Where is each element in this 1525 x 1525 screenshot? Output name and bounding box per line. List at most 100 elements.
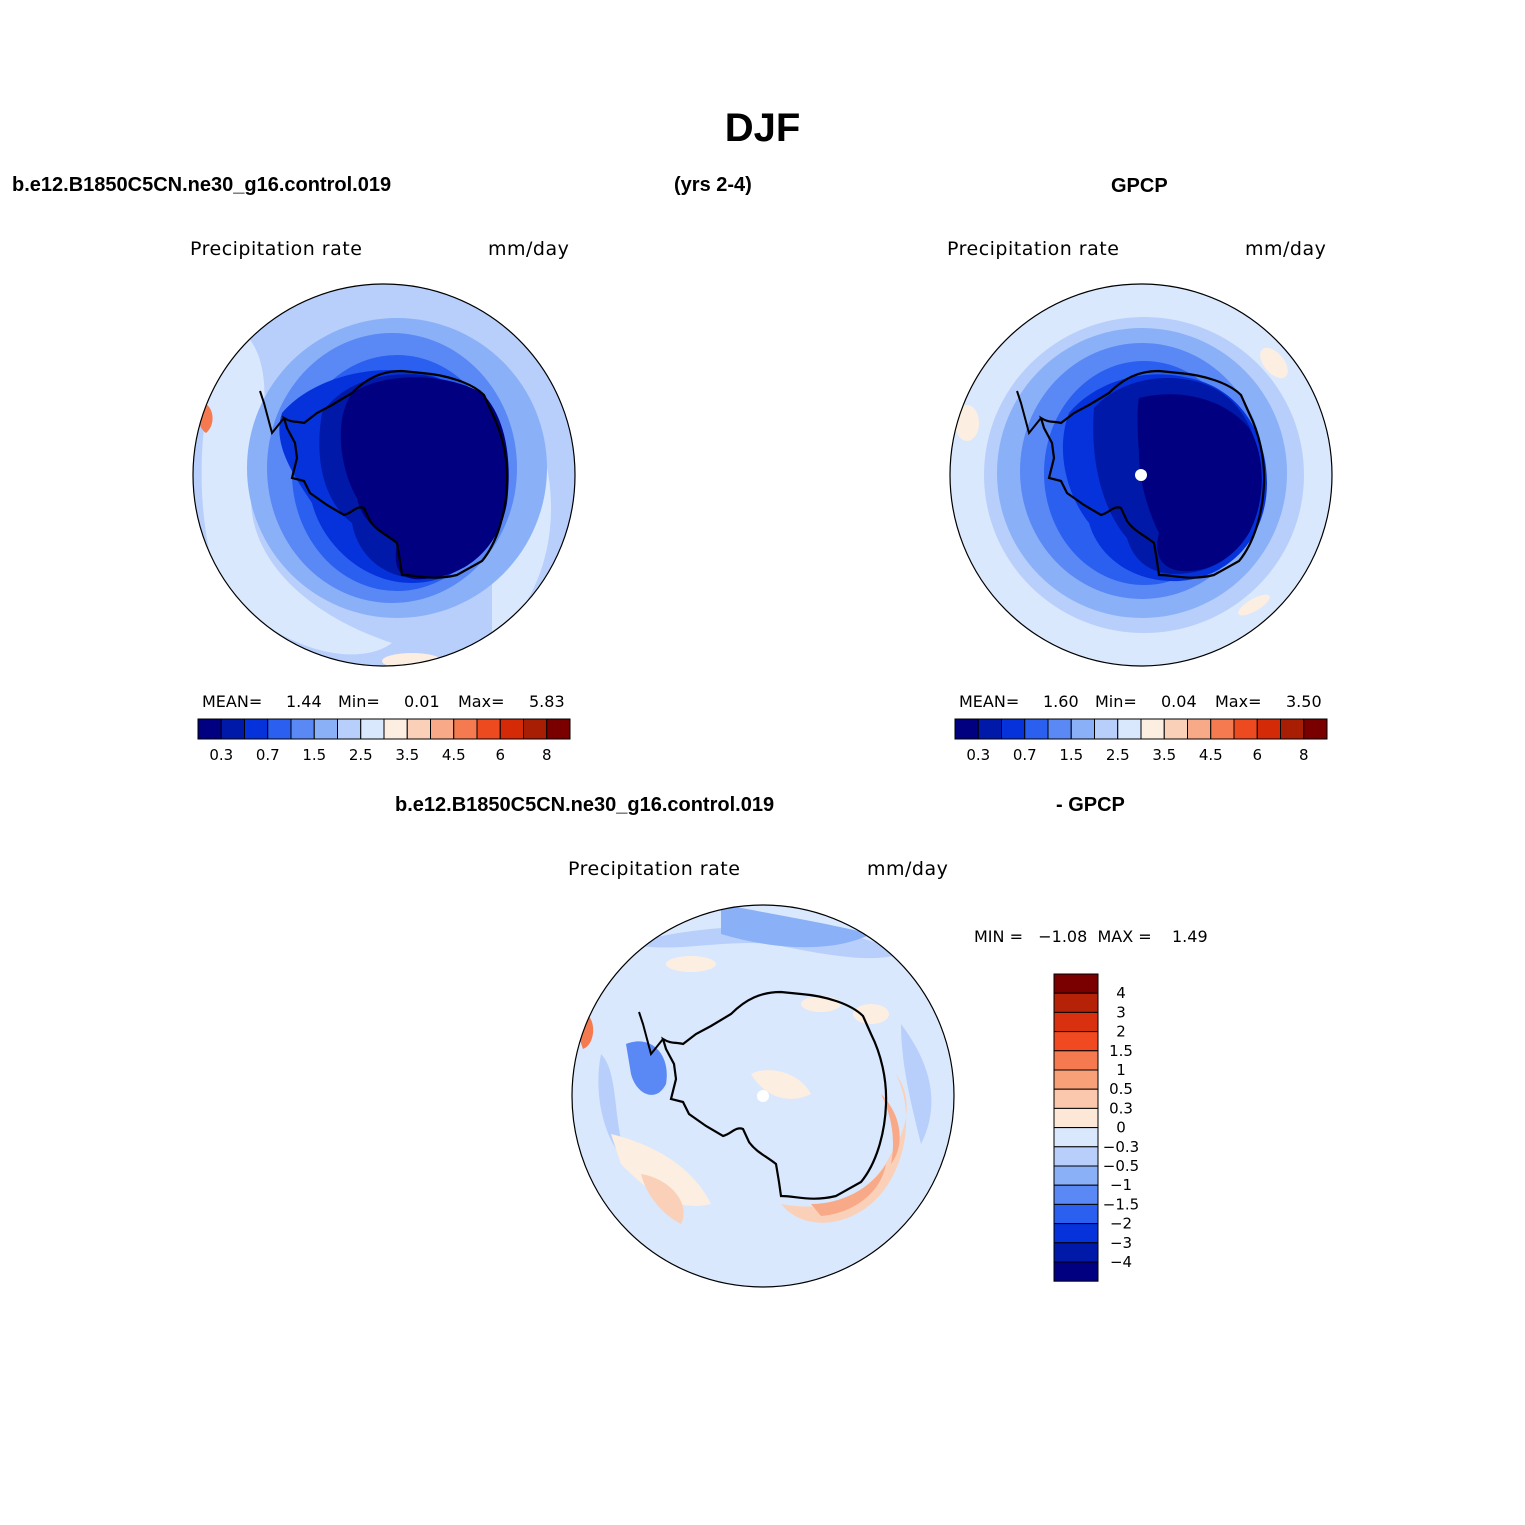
diff-colorbar-box bbox=[1053, 1011, 1099, 1033]
obs-colorbar-box bbox=[1187, 718, 1212, 740]
model-colorbar-tick-label: 2.5 bbox=[349, 746, 373, 764]
obs-mean-value: 1.60 bbox=[1043, 692, 1079, 711]
diff-colorbar-tick-label: 1.5 bbox=[1109, 1042, 1133, 1060]
diff-colorbar-box bbox=[1053, 1165, 1099, 1186]
model-polar-map bbox=[192, 283, 576, 667]
model-colorbar-box bbox=[290, 718, 315, 740]
diff-colorbar-box bbox=[1053, 973, 1099, 994]
diff-colorbar-box bbox=[1053, 1184, 1099, 1205]
diff-colorbar-box bbox=[1053, 1261, 1099, 1282]
obs-max-value: 3.50 bbox=[1286, 692, 1322, 711]
model-colorbar-tick-label: 3.5 bbox=[395, 746, 419, 764]
obs-colorbar-box bbox=[1047, 718, 1072, 740]
obs-colorbar-box bbox=[1140, 718, 1165, 740]
obs-colorbar-tick-label: 3.5 bbox=[1152, 746, 1176, 764]
obs-polar-map bbox=[949, 283, 1333, 667]
model-colorbar-box bbox=[453, 718, 478, 740]
obs-max-label: Max= bbox=[1215, 692, 1262, 711]
model-min-value: 0.01 bbox=[404, 692, 440, 711]
diff-colorbar-tick-label: 0.5 bbox=[1109, 1080, 1133, 1098]
model-colorbar-tick-label: 1.5 bbox=[302, 746, 326, 764]
obs-colorbar-box bbox=[1210, 718, 1235, 740]
diff-colorbar-tick-label: −0.5 bbox=[1103, 1157, 1139, 1175]
diff-minmax-label: MIN = −1.08 MAX = 1.49 bbox=[974, 927, 1208, 946]
diff-colorbar-tick-label: 3 bbox=[1116, 1003, 1126, 1021]
model-mean-label: MEAN= bbox=[202, 692, 263, 711]
model-colorbar-box bbox=[197, 718, 222, 740]
obs-colorbar-box bbox=[1024, 718, 1049, 740]
obs-mean-label: MEAN= bbox=[959, 692, 1020, 711]
diff-colorbar-box bbox=[1053, 1146, 1099, 1167]
diff-colorbar-box bbox=[1053, 1107, 1099, 1129]
model-colorbar-box bbox=[267, 718, 292, 740]
diff-colorbar-tick-label: −1.5 bbox=[1103, 1195, 1139, 1213]
diff-colorbar-box bbox=[1053, 1242, 1099, 1263]
model-colorbar-box bbox=[499, 718, 524, 740]
model-colorbar-box bbox=[476, 718, 501, 740]
model-max-label: Max= bbox=[458, 692, 505, 711]
diff-colorbar-tick-label: 4 bbox=[1116, 984, 1126, 1002]
model-min-label: Min= bbox=[338, 692, 380, 711]
diff-colorbar: 43 21.510.50.3 0−0.3−0.5−1−1.5 −2−3−4 bbox=[1053, 973, 1139, 1282]
diff-colorbar-tick-label: 0 bbox=[1116, 1119, 1126, 1137]
model-colorbar-tick-label: 0.3 bbox=[209, 746, 233, 764]
model-colorbar-box bbox=[244, 718, 269, 740]
obs-colorbar-tick-label: 8 bbox=[1299, 746, 1309, 764]
model-colorbar-box bbox=[430, 718, 455, 740]
obs-colorbar-tick-label: 1.5 bbox=[1059, 746, 1083, 764]
diff-units-label: mm/day bbox=[867, 858, 949, 880]
obs-colorbar-tick-label: 4.5 bbox=[1199, 746, 1223, 764]
model-units-label: mm/day bbox=[488, 238, 570, 260]
model-colorbar-box bbox=[313, 718, 338, 740]
model-variable-label: Precipitation rate bbox=[190, 238, 363, 260]
diff-colorbar-box bbox=[1053, 1088, 1099, 1109]
obs-colorbar-tick-label: 2.5 bbox=[1106, 746, 1130, 764]
diff-colorbar-box bbox=[1053, 1050, 1099, 1071]
model-colorbar-box bbox=[406, 718, 431, 740]
model-colorbar-tick-label: 4.5 bbox=[442, 746, 466, 764]
obs-colorbar-tick-label: 0.3 bbox=[966, 746, 990, 764]
diff-variable-label: Precipitation rate bbox=[568, 858, 741, 880]
diff-colorbar-tick-label: 0.3 bbox=[1109, 1099, 1133, 1117]
obs-colorbar-box bbox=[1163, 718, 1188, 740]
model-colorbar-box bbox=[220, 718, 245, 740]
model-colorbar-tick-label: 8 bbox=[542, 746, 552, 764]
obs-colorbar-box bbox=[1117, 718, 1142, 740]
diff-colorbar-box bbox=[1053, 1223, 1099, 1244]
diff-colorbar-tick-label: −1 bbox=[1110, 1176, 1132, 1194]
model-colorbar-tick-label: 6 bbox=[495, 746, 505, 764]
diff-minus-obs-label: - GPCP bbox=[1056, 794, 1125, 816]
obs-colorbar: 0.3 0.7 1.5 2.5 3.5 4.5 6 8 bbox=[954, 718, 1328, 764]
diff-colorbar-box bbox=[1053, 1069, 1099, 1090]
diff-case-name-label: b.e12.B1850C5CN.ne30_g16.control.019 bbox=[395, 794, 775, 816]
obs-colorbar-tick-label: 0.7 bbox=[1013, 746, 1037, 764]
obs-colorbar-box bbox=[954, 718, 979, 740]
diff-colorbar-box bbox=[1053, 1031, 1099, 1052]
obs-colorbar-box bbox=[1233, 718, 1258, 740]
obs-colorbar-box bbox=[1094, 718, 1119, 740]
diff-colorbar-box bbox=[1053, 1203, 1099, 1225]
obs-colorbar-box bbox=[1280, 718, 1305, 740]
obs-colorbar-box bbox=[1001, 718, 1026, 740]
obs-min-value: 0.04 bbox=[1161, 692, 1197, 711]
figure-title: DJF bbox=[724, 106, 801, 150]
model-colorbar-box bbox=[337, 718, 362, 740]
years-label: (yrs 2-4) bbox=[674, 174, 752, 196]
model-colorbar-tick-label: 0.7 bbox=[256, 746, 280, 764]
diff-colorbar-tick-label: −2 bbox=[1110, 1215, 1132, 1233]
diff-colorbar-tick-label: −4 bbox=[1110, 1253, 1132, 1271]
diff-colorbar-tick-label: −0.3 bbox=[1103, 1138, 1139, 1156]
obs-units-label: mm/day bbox=[1245, 238, 1327, 260]
model-colorbar-box bbox=[383, 718, 408, 740]
model-colorbar-box bbox=[523, 718, 548, 740]
obs-colorbar-box bbox=[977, 718, 1002, 740]
obs-colorbar-box bbox=[1070, 718, 1095, 740]
diff-colorbar-box bbox=[1053, 1127, 1099, 1148]
obs-name-label: GPCP bbox=[1111, 175, 1168, 197]
diff-colorbar-tick-label: 1 bbox=[1116, 1061, 1126, 1079]
obs-min-label: Min= bbox=[1095, 692, 1137, 711]
model-colorbar-box bbox=[546, 718, 571, 740]
diff-colorbar-box bbox=[1053, 992, 1099, 1013]
model-colorbar-box bbox=[360, 718, 385, 740]
case-name-label: b.e12.B1850C5CN.ne30_g16.control.019 bbox=[12, 174, 392, 196]
